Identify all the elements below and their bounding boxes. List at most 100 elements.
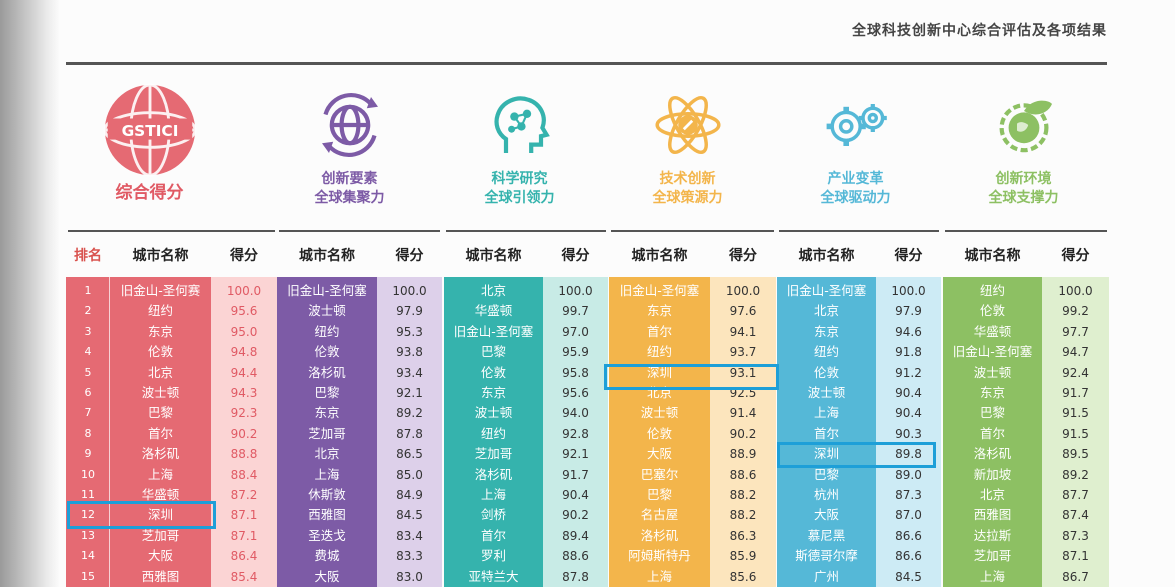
category-science: 科学研究 全球引领力 xyxy=(436,80,603,220)
city-cell: 巴黎 xyxy=(480,344,506,360)
column-city: 旧金山-圣何塞 北京 东京 纽约 伦敦 波士顿 上海 首尔 深圳 巴黎 杭州 大阪 慕尼黑 斯德哥尔摩 广州 xyxy=(777,277,876,587)
score-cell: 93.7 xyxy=(729,345,757,360)
category-title: 技术创新 全球策源力 xyxy=(652,171,723,206)
category-title: 综合得分 xyxy=(115,183,184,203)
rank-cell: 15 xyxy=(81,569,95,583)
score-cell: 87.8 xyxy=(396,426,423,441)
category-header-row: GSTICI 综合得分 创新要素 全球集聚力 科学研究 全球 xyxy=(66,80,1107,220)
score-cell: 100.0 xyxy=(226,284,262,298)
city-cell: 纽约 xyxy=(314,323,340,339)
score-cell: 86.4 xyxy=(230,549,258,564)
city-cell: 杭州 xyxy=(813,487,839,502)
score-cell: 100.0 xyxy=(725,284,761,298)
table-header: 城市名称 得分 xyxy=(277,237,442,275)
city-cell: 芝加哥 xyxy=(973,548,1012,564)
city-cell: 首尔 xyxy=(813,425,839,441)
city-cell: 首尔 xyxy=(979,425,1005,441)
city-cell: 上海 xyxy=(979,568,1005,584)
rank-cell: 10 xyxy=(81,467,95,481)
score-cell: 91.2 xyxy=(895,365,922,380)
header-score: 得分 xyxy=(729,248,757,264)
city-cell: 华盛顿 xyxy=(973,323,1012,339)
city-cell: 洛杉矶 xyxy=(640,527,679,543)
score-cell: 83.0 xyxy=(396,569,423,584)
score-cell: 89.0 xyxy=(895,467,922,482)
city-cell: 洛杉矶 xyxy=(308,364,346,380)
score-cell: 94.6 xyxy=(895,324,922,339)
score-cell: 87.1 xyxy=(230,528,258,543)
score-cell: 89.4 xyxy=(562,528,589,543)
city-cell: 东京 xyxy=(314,405,340,421)
city-cell: 北京 xyxy=(646,385,672,400)
header-score: 得分 xyxy=(894,248,923,264)
header-score: 得分 xyxy=(1061,248,1090,264)
city-cell: 巴黎 xyxy=(147,405,173,421)
city-cell: 上海 xyxy=(314,466,340,482)
score-cell: 88.4 xyxy=(230,467,258,482)
category-overall: GSTICI 综合得分 xyxy=(66,80,233,220)
score-cell: 99.7 xyxy=(562,304,589,319)
city-cell: 慕尼黑 xyxy=(807,527,846,543)
column-city: 旧金山-圣何赛 纽约 东京 伦敦 北京 波士顿 巴黎 首尔 洛杉矶 上海 华盛顿 深圳 芝加哥 大阪 西雅图 xyxy=(110,277,211,587)
score-cell: 85.4 xyxy=(230,569,258,584)
score-cell: 85.6 xyxy=(729,569,757,584)
score-cell: 91.8 xyxy=(895,345,922,360)
score-cell: 83.4 xyxy=(396,528,423,543)
city-cell: 上海 xyxy=(646,568,672,584)
ranking-table-0: 排名 城市名称 得分 1 2 3 4 5 6 7 8 9 10 11 12 13 14 15 旧金山-圣何赛 纽约 东京… xyxy=(66,237,277,587)
column-score: 100.0 97.9 94.6 91.8 91.2 90.4 90.4 90.3 89.8 89.… xyxy=(876,277,941,587)
city-cell: 纽约 xyxy=(979,283,1005,298)
section-divider xyxy=(945,230,1107,232)
score-cell: 87.3 xyxy=(1062,528,1089,543)
brain-head-icon xyxy=(493,96,550,153)
score-cell: 100.0 xyxy=(392,284,427,298)
table-header: 城市名称 得分 xyxy=(943,237,1109,275)
city-cell: 广州 xyxy=(813,568,839,584)
score-cell: 84.5 xyxy=(396,508,423,523)
header-city: 城市名称 xyxy=(798,248,855,264)
city-cell: 达拉斯 xyxy=(973,527,1012,543)
city-cell: 上海 xyxy=(147,466,173,482)
score-cell: 92.1 xyxy=(396,386,423,400)
column-score: 100.0 97.9 95.3 93.8 93.4 92.1 89.2 87.8 86.5 85.… xyxy=(377,277,442,587)
table-header: 城市名称 得分 xyxy=(444,237,608,275)
score-cell: 88.2 xyxy=(729,508,757,523)
column-city: 旧金山-圣何塞 波士顿 纽约 伦敦 洛杉矶 巴黎 东京 芝加哥 北京 上海 休斯敦 西雅图 圣迭戈 费城大… xyxy=(277,277,377,587)
column-city: 北京 华盛顿 旧金山-圣何塞 巴黎 伦敦 东京 波士顿 纽约 芝加哥 洛杉矶 上海 剑桥 首尔 罗利 亚特兰… xyxy=(444,277,543,587)
header-score: 得分 xyxy=(230,248,258,264)
score-cell: 88.6 xyxy=(562,549,589,564)
city-cell: 上海 xyxy=(813,405,839,421)
score-cell: 90.4 xyxy=(895,406,922,421)
score-cell: 87.8 xyxy=(562,569,589,584)
score-cell: 87.4 xyxy=(1062,508,1089,523)
city-cell: 巴黎 xyxy=(979,405,1005,421)
score-cell: 97.6 xyxy=(729,304,757,319)
score-cell: 86.5 xyxy=(396,447,423,462)
city-cell: 巴黎 xyxy=(813,466,839,482)
ranking-table-5: 城市名称 得分 纽约 伦敦 华盛顿 旧金山-圣何塞 波士顿 东京 巴黎 首尔 洛杉矶 新加坡 北京 西雅图… xyxy=(943,237,1109,587)
city-cell: 东京 xyxy=(979,385,1005,400)
city-cell: 新加坡 xyxy=(973,466,1012,482)
city-cell: 圣迭戈 xyxy=(308,527,346,543)
city-cell: 东京 xyxy=(646,303,672,319)
score-cell: 86.7 xyxy=(1062,569,1089,584)
score-cell: 87.3 xyxy=(895,488,922,502)
city-cell: 旧金山-圣何赛 xyxy=(120,283,201,298)
score-cell: 92.8 xyxy=(562,426,589,441)
table-body: 纽约 伦敦 华盛顿 旧金山-圣何塞 波士顿 东京 巴黎 首尔 洛杉矶 新加坡 北京 西雅图 达拉斯 芝加哥… xyxy=(943,277,1109,587)
header-city: 城市名称 xyxy=(132,248,189,264)
document-title: 全球科技创新中心综合评估及各项结果 xyxy=(852,23,1107,39)
city-cell: 西雅图 xyxy=(141,568,180,584)
score-cell: 86.6 xyxy=(895,549,922,564)
score-cell: 85.0 xyxy=(396,467,423,482)
rank-cell: 4 xyxy=(84,345,92,359)
page-shadow xyxy=(0,0,60,587)
score-cell: 93.1 xyxy=(729,365,757,380)
city-cell: 伦敦 xyxy=(979,303,1005,319)
city-cell: 深圳 xyxy=(813,446,839,462)
score-cell: 86.6 xyxy=(895,528,922,543)
city-cell: 大阪 xyxy=(813,507,839,523)
score-cell: 89.2 xyxy=(1062,467,1089,482)
category-environment: 创新环境 全球支撑力 xyxy=(940,80,1107,220)
city-cell: 北京 xyxy=(480,283,506,298)
